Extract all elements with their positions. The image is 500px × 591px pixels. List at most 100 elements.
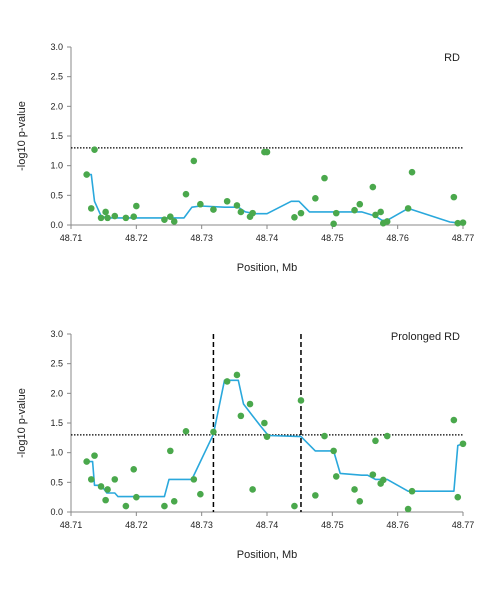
data-point bbox=[404, 205, 412, 212]
data-point bbox=[167, 447, 174, 455]
data-point bbox=[130, 213, 138, 220]
data-point bbox=[312, 492, 319, 499]
data-point bbox=[383, 432, 391, 440]
data-point bbox=[190, 476, 198, 483]
y-tick-label: 1.5 bbox=[50, 418, 63, 428]
data-point bbox=[210, 206, 217, 213]
x-tick-label: 48.73 bbox=[190, 233, 213, 243]
data-point bbox=[377, 208, 384, 216]
x-tick-label: 48.71 bbox=[60, 520, 83, 530]
y-tick-label: 2.5 bbox=[50, 359, 63, 369]
data-point bbox=[104, 214, 111, 222]
y-tick-label: 1.5 bbox=[50, 131, 63, 141]
data-point bbox=[321, 174, 328, 182]
data-point bbox=[182, 190, 190, 198]
data-point bbox=[97, 214, 105, 222]
x-tick-label: 48.72 bbox=[125, 520, 148, 530]
data-point bbox=[223, 378, 231, 385]
data-point bbox=[459, 219, 467, 226]
data-point bbox=[369, 183, 377, 191]
y-tick-label: 2.0 bbox=[50, 388, 63, 398]
x-tick-label: 48.72 bbox=[125, 233, 148, 243]
series-line bbox=[86, 379, 464, 498]
data-point bbox=[321, 432, 328, 440]
y-tick-label: 0.0 bbox=[50, 220, 63, 230]
data-point bbox=[210, 428, 217, 436]
data-point bbox=[372, 211, 379, 219]
data-point bbox=[459, 440, 467, 448]
y-axis-title: -log10 p-value bbox=[16, 101, 28, 171]
data-point bbox=[233, 371, 241, 379]
x-tick-label: 48.76 bbox=[386, 520, 409, 530]
y-tick-label: 2.0 bbox=[50, 101, 63, 111]
x-tick-label: 48.76 bbox=[386, 233, 409, 243]
data-point bbox=[237, 412, 245, 420]
data-point bbox=[330, 220, 337, 228]
data-point bbox=[133, 202, 140, 210]
data-point bbox=[356, 200, 364, 208]
data-point bbox=[182, 428, 190, 435]
x-tick-label: 48.71 bbox=[60, 233, 83, 243]
data-point bbox=[237, 208, 245, 216]
data-point bbox=[104, 486, 111, 493]
data-point bbox=[312, 195, 319, 202]
data-point bbox=[372, 437, 379, 445]
y-tick-label: 3.0 bbox=[50, 329, 63, 339]
data-point bbox=[291, 213, 298, 221]
x-tick-label: 48.75 bbox=[321, 233, 344, 243]
x-tick-label: 48.75 bbox=[321, 520, 344, 530]
data-point bbox=[249, 486, 256, 493]
y-tick-label: 1.0 bbox=[50, 161, 63, 171]
data-point bbox=[351, 486, 358, 493]
x-axis-title: Position, Mb bbox=[237, 549, 298, 561]
y-axis-title: -log10 p-value bbox=[16, 388, 28, 458]
data-point bbox=[369, 471, 377, 478]
y-tick-label: 0.5 bbox=[50, 190, 63, 200]
data-point bbox=[83, 171, 90, 178]
y-tick-label: 3.0 bbox=[50, 42, 63, 52]
data-point bbox=[91, 452, 98, 459]
data-point bbox=[167, 213, 174, 220]
data-point bbox=[87, 205, 95, 212]
data-point bbox=[190, 157, 198, 165]
data-point bbox=[263, 433, 271, 440]
data-point bbox=[379, 476, 387, 484]
y-tick-label: 0.5 bbox=[50, 477, 63, 487]
data-point bbox=[130, 465, 138, 473]
data-point bbox=[161, 216, 168, 223]
data-point bbox=[111, 476, 119, 483]
data-point bbox=[197, 490, 204, 498]
chart-panel-rd: 0.0 0.5 1.0 1.5 2.0 2.5 3.0 48.71 48.72 48.73 48.7… bbox=[16, 42, 474, 274]
data-point bbox=[111, 212, 119, 220]
series-line bbox=[86, 173, 463, 224]
data-point bbox=[87, 476, 95, 483]
data-point bbox=[450, 193, 458, 201]
data-point bbox=[332, 209, 340, 217]
data-point bbox=[297, 209, 305, 217]
data-point bbox=[351, 206, 358, 214]
data-point bbox=[297, 397, 305, 404]
data-point bbox=[161, 502, 168, 510]
data-point bbox=[356, 498, 364, 505]
data-point bbox=[383, 218, 391, 225]
data-point bbox=[408, 168, 416, 176]
x-tick-label: 48.77 bbox=[452, 233, 475, 243]
y-tick-label: 0.0 bbox=[50, 507, 63, 517]
data-point bbox=[450, 416, 458, 424]
data-point bbox=[122, 502, 130, 510]
data-point bbox=[102, 496, 109, 504]
x-tick-label: 48.74 bbox=[256, 233, 279, 243]
data-point bbox=[291, 502, 298, 510]
data-point bbox=[83, 458, 90, 465]
data-point bbox=[454, 493, 462, 501]
panel-label: Prolonged RD bbox=[391, 331, 460, 343]
x-tick-label: 48.73 bbox=[190, 520, 213, 530]
data-point bbox=[133, 493, 140, 501]
x-tick-label: 48.77 bbox=[452, 520, 475, 530]
data-point bbox=[408, 487, 416, 495]
data-point bbox=[246, 400, 254, 408]
y-tick-label: 2.5 bbox=[50, 72, 63, 82]
data-point bbox=[170, 498, 178, 505]
x-tick-label: 48.74 bbox=[256, 520, 279, 530]
